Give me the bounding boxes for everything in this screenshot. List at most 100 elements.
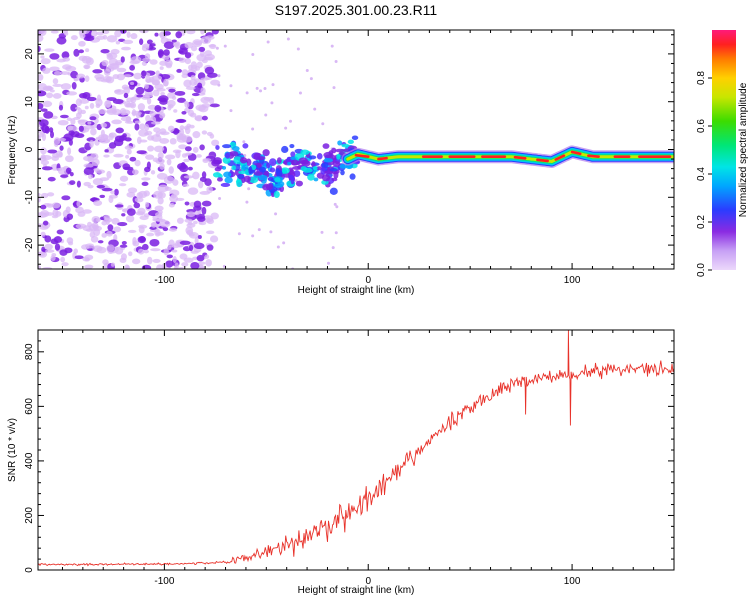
spectrogram-signal-blob <box>220 182 231 187</box>
spectrogram-peak-dash <box>536 158 549 163</box>
spectrogram-noise-blob <box>94 118 99 124</box>
spectrogram-signal-blob <box>331 147 337 154</box>
spectrogram-noise-blob <box>151 75 163 81</box>
spectrogram-noise-blob <box>65 65 77 72</box>
spectrogram-noise-blob <box>163 78 169 87</box>
spectrogram-noise-blob <box>166 158 172 166</box>
spectrogram-noise-blob <box>111 217 120 225</box>
spectrogram-noise-blob <box>171 39 177 43</box>
spectrogram-signal-blob <box>236 180 243 188</box>
spectrogram-noise-blob <box>194 114 204 122</box>
spectrogram-noise-blob <box>122 133 127 138</box>
spectrogram-noise-blob <box>51 155 60 161</box>
spectrogram-noise-blob <box>165 260 174 268</box>
spectrogram-signal-blob <box>241 164 249 171</box>
spectrogram-faint-dot <box>251 234 255 238</box>
spectrogram-signal-blob <box>236 174 245 179</box>
spectrogram-faint-dot <box>257 228 261 232</box>
spectrogram-faint-dot <box>326 261 330 265</box>
spectrogram-noise-blob <box>171 95 177 100</box>
spectrogram-noise-blob <box>106 170 112 179</box>
spectrogram-noise-blob <box>116 89 121 93</box>
spectrogram-noise-blob <box>199 144 205 151</box>
spectrogram-noise-blob <box>66 213 74 220</box>
spectrogram-signal-blob <box>248 166 253 175</box>
spectrogram-noise-blob <box>206 244 214 251</box>
spectrogram-noise-blob <box>49 66 60 72</box>
spectrogram-noise-blob <box>181 73 189 79</box>
spectrogram-faint-dot <box>309 77 313 81</box>
spectrogram-noise-blob <box>90 128 97 136</box>
spectrogram-noise-blob <box>165 154 176 160</box>
spectrogram-noise-blob <box>73 248 79 254</box>
spectrogram-noise-blob <box>201 206 207 215</box>
spectrogram-signal-blob <box>258 166 267 173</box>
spectrogram-noise-blob <box>127 229 137 233</box>
spectrogram-signal-blob <box>277 181 285 187</box>
spectrogram-noise-blob <box>76 73 86 79</box>
spectrogram-noise-blob <box>131 169 139 175</box>
spectrogram-noise-blob <box>114 30 122 38</box>
spectrogram-noise-blob <box>120 253 127 261</box>
spectrogram-noise-blob <box>124 145 133 150</box>
spectrogram-faint-dot <box>330 44 334 48</box>
spectrogram-signal-blob <box>215 145 220 150</box>
spectrogram-noise-blob <box>188 244 194 252</box>
colorbar-label: Normalized spectral amplitude <box>738 82 749 217</box>
spectrogram-noise-blob <box>176 217 184 224</box>
spectrogram-signal-blob <box>347 139 354 145</box>
spectrogram-noise-blob <box>145 201 150 208</box>
spectrogram-noise-blob <box>157 49 165 58</box>
spectrogram-noise-blob <box>70 35 78 41</box>
spectrogram-noise-blob <box>184 57 192 65</box>
spectrogram-noise-blob <box>59 249 68 256</box>
spectrogram-noise-blob <box>154 228 161 237</box>
spectrogram-noise-blob <box>145 130 153 136</box>
spectrogram-noise-blob <box>79 93 88 99</box>
spectrogram-noise-blob <box>89 102 95 109</box>
spectrogram-signal-blob <box>262 184 270 191</box>
spectrogram-noise-blob <box>201 200 212 207</box>
spectrogram-signal-blob <box>351 135 359 141</box>
spectrogram-noise-blob <box>120 56 125 63</box>
spectrogram-noise-blob <box>150 121 161 125</box>
snr-frame <box>37 329 675 571</box>
spectrogram-faint-dot <box>269 230 273 234</box>
spectrogram-faint-dot <box>242 140 246 144</box>
spectrogram-noise-blob <box>135 86 145 95</box>
spectrogram-noise-blob <box>155 158 165 165</box>
spectrogram-noise-blob <box>198 46 206 52</box>
spectrogram-noise-blob <box>156 88 166 92</box>
spectrogram-noise-blob <box>113 226 122 233</box>
spectrogram-noise-blob <box>44 48 55 52</box>
snr-x-label: Height of straight line (km) <box>298 585 415 596</box>
spectrogram-signal-blob <box>231 165 237 171</box>
spectrogram-noise-blob <box>96 31 104 36</box>
snr-panel: -100 0 100 0 200 400 600 800 Height of straight… <box>7 329 675 596</box>
spectrogram-noise-blob <box>84 105 89 110</box>
spectrogram-noise-blob <box>61 51 70 59</box>
spectrogram-signal-blob <box>336 153 341 160</box>
spectrogram-noise-blob <box>61 262 69 267</box>
spectrogram-signal-blob <box>233 156 242 164</box>
spectrogram-signal-blob <box>329 187 338 196</box>
spectrogram-noise-blob <box>91 215 101 223</box>
spectrogram-noise-blob <box>96 35 106 40</box>
spectrogram-noise-blob <box>99 194 106 199</box>
spectrogram-noise-blob <box>108 132 117 138</box>
chart-title: S197.2025.301.00.23.R11 <box>275 2 438 18</box>
spectrogram-noise-blob <box>158 95 169 103</box>
spectrogram-noise-blob <box>75 98 83 107</box>
spectrogram-signal-blob <box>289 143 295 149</box>
spectrogram-noise-blob <box>70 70 79 79</box>
spectrogram-noise-blob <box>116 73 126 81</box>
spectrogram-noise-blob <box>182 183 190 187</box>
spectrogram-noise-blob <box>200 77 210 81</box>
spectrogram-noise-blob <box>185 86 196 91</box>
spectrogram-faint-dot <box>313 107 317 111</box>
spectrogram-noise-blob <box>86 96 97 102</box>
spectrogram-noise-blob <box>47 176 56 182</box>
spectrogram-noise-blob <box>77 119 85 123</box>
spectrogram-noise-blob <box>80 109 86 115</box>
spectrogram-faint-dot <box>276 245 280 249</box>
